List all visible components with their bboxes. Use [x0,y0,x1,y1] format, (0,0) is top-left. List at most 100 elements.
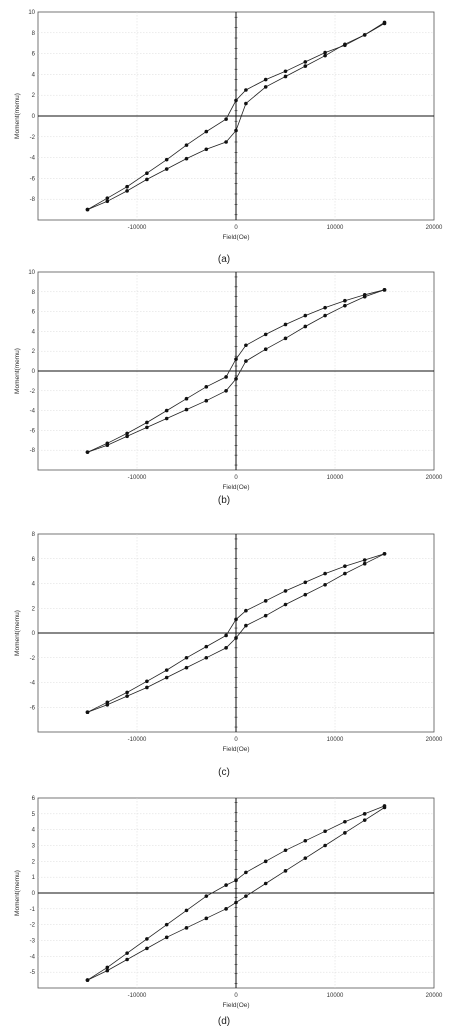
data-point [125,957,129,962]
data-point [343,43,347,48]
y-tick-label: 4 [32,582,36,588]
y-tick-label: 10 [28,10,35,16]
x-tick-label: 0 [234,737,238,743]
data-point [184,156,189,161]
data-point [125,189,129,193]
data-point [343,298,347,303]
data-point [204,398,209,403]
x-tick-label: -10000 [128,993,147,999]
data-point [145,937,149,941]
data-point [125,184,129,189]
y-tick-label: 0 [32,631,36,637]
data-point [362,558,367,562]
data-point [145,946,149,951]
y-tick-label: 2 [32,859,36,865]
y-tick-label: -4 [30,156,36,162]
panel-label: (b) [218,495,230,506]
y-tick-label: -4 [30,681,36,687]
data-point [224,375,228,379]
y-tick-label: 8 [32,532,36,538]
data-point [323,582,327,587]
data-point [244,359,248,363]
y-axis-title: Moment(memu) [14,93,21,139]
data-point [184,143,189,147]
data-point [283,589,288,593]
data-point [164,935,169,940]
data-point [85,978,90,982]
panel-label: (d) [218,1016,230,1027]
x-tick-label: 10000 [327,737,344,743]
data-point [382,288,387,292]
y-tick-label: -8 [30,197,36,203]
data-point [343,564,347,568]
data-point [343,303,347,308]
x-tick-label: -10000 [128,225,147,231]
data-point [263,599,268,603]
data-point [105,702,110,707]
y-tick-label: 8 [32,31,36,37]
x-axis-title: Field(Oe) [222,234,249,241]
data-point [164,167,169,171]
data-point [224,633,228,638]
panel-label: (c) [218,767,230,778]
data-point [263,881,268,886]
data-point [164,157,169,162]
x-tick-label: 10000 [327,225,344,231]
data-point [263,77,268,82]
y-tick-label: 10 [28,270,35,276]
y-tick-label: -2 [30,656,36,662]
x-tick-label: 0 [234,475,238,481]
data-point [105,196,110,200]
data-point [234,357,238,361]
data-point [283,602,288,607]
data-point [224,389,228,393]
data-point [164,416,169,421]
data-point [323,305,327,310]
data-point [125,694,129,698]
data-point [283,322,288,327]
data-point [105,199,110,204]
data-point [204,385,209,389]
data-point [244,608,248,613]
y-tick-label: -6 [30,176,36,182]
data-point [303,580,308,585]
y-tick-label: -3 [30,939,36,945]
data-point [244,101,248,106]
x-tick-label: -10000 [128,475,147,481]
y-tick-label: 5 [32,812,36,818]
y-tick-label: -6 [30,428,36,434]
data-point [323,843,327,848]
data-point [362,292,367,297]
data-point [125,431,129,436]
data-point [323,829,327,834]
data-point [362,33,367,37]
data-point [164,668,169,672]
panel-label: (a) [218,254,230,265]
y-axis-title: Moment(memu) [14,870,21,916]
data-point [224,646,228,650]
x-tick-label: 10000 [327,993,344,999]
y-tick-label: -8 [30,448,36,454]
data-point [125,690,129,695]
data-point [85,450,90,454]
data-point [85,207,90,212]
y-tick-label: 6 [32,310,36,316]
x-axis-title: Field(Oe) [222,484,249,491]
x-axis-title: Field(Oe) [222,746,249,753]
y-tick-label: 4 [32,828,36,834]
data-point [244,623,248,628]
data-point [263,347,268,352]
y-axis-title: Moment(memu) [14,610,21,656]
data-point [323,571,327,576]
y-tick-label: 0 [32,891,36,897]
data-point [234,900,238,905]
data-point [105,700,110,705]
x-tick-label: 0 [234,993,238,999]
data-point [263,332,268,337]
data-point [244,894,248,898]
data-point [303,324,308,329]
data-point [85,710,90,714]
data-point [224,883,228,887]
data-point [234,377,238,381]
